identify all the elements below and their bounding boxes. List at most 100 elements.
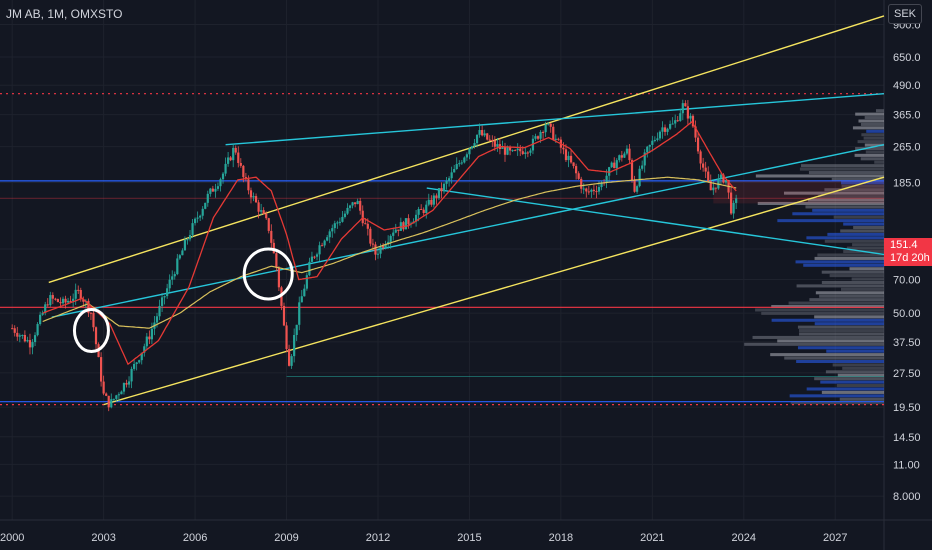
volume-bar [805,205,884,209]
volume-bar [797,346,884,350]
candle-body [323,240,326,246]
candle-body [61,298,65,304]
candle-body [455,164,458,169]
candle-body [13,328,16,333]
volume-bar [854,153,884,157]
candle-body [448,178,451,181]
candle-body [254,196,258,203]
volume-bar [752,335,884,339]
candle-body [676,120,679,122]
candle-body [646,146,649,153]
candle-body [313,256,316,258]
volume-profile [744,109,884,405]
candle-body [125,383,128,385]
volume-bar [865,150,884,154]
volume-bar [799,332,884,336]
candle-body [722,174,725,183]
price-tick-label: 14.50 [893,432,921,444]
candle-body [94,327,98,345]
candle-body [475,134,479,144]
candle-body [11,328,14,330]
candle-body [366,223,369,229]
candle-body [290,356,293,366]
price-tick-label: 265.0 [893,142,921,154]
candle-body [656,138,659,140]
candle-body [592,189,596,192]
candle-body [371,243,375,245]
candle-body [348,205,352,208]
candle-body [684,103,687,107]
candle-body [120,391,123,395]
candle-body [625,148,629,154]
candle-body [59,301,62,304]
price-tick-label: 70.00 [893,275,921,287]
annotation-circle-2008 [242,247,294,301]
candle-body [227,157,230,164]
candle-body [105,393,108,396]
candle-body [92,312,95,328]
volume-bar [821,390,884,394]
candle-body [702,163,705,168]
candle-body [300,296,303,303]
candle-body [277,267,281,288]
candle-body [468,148,471,155]
candle-body [173,274,176,277]
candle-body [361,210,364,224]
candle-body [122,383,126,392]
candle-body [587,191,590,193]
volume-bar [770,353,884,357]
candle-body [354,202,357,205]
volume-bar [842,366,884,370]
price-tick-label: 27.50 [893,368,921,380]
candle-body [186,239,189,241]
time-axis[interactable]: 2000 2003 2006 2009 2012 2015 2018 2021 2024 2027 [0,532,847,544]
candle-body [160,297,164,306]
candle-body [686,106,689,119]
volume-bar [857,140,884,144]
candle-body [453,168,456,173]
candle-body [247,179,250,191]
candle-body [534,136,537,139]
candle-body [82,299,85,302]
volume-bar [761,311,884,315]
candle-body [486,133,489,140]
volume-bar [812,208,884,212]
candle-body [473,143,476,147]
candle-body [257,202,260,212]
supply-zone [713,180,884,204]
candle-body [595,191,598,193]
time-tick-label: 2003 [91,532,115,544]
volume-bar [824,188,884,192]
volume-bar [858,119,884,123]
volume-bar [851,277,884,281]
candle-body [503,147,507,155]
candle-body [381,246,385,248]
candle-body [328,231,331,238]
ma-slow-line [42,176,737,329]
candle-body [610,162,613,168]
candle-body [28,340,32,348]
candle-body [633,180,636,192]
candle-body [155,316,159,323]
candle-body [18,335,21,337]
candle-body [445,180,448,184]
trend-cyan-mid [51,144,885,318]
candle-body [544,124,547,133]
volume-bar [829,274,884,278]
candle-body [440,188,443,192]
candle-body [31,342,34,348]
candle-body [442,183,446,192]
volume-bar [864,143,884,147]
candle-body [127,381,131,385]
currency-button[interactable]: SEK [888,4,922,24]
annotation-circle-2002 [72,308,110,354]
drawn-annotations [72,247,294,354]
volume-bar [860,122,884,126]
time-tick-label: 2024 [732,532,756,544]
time-tick-label: 2021 [640,532,664,544]
candle-body [580,178,583,189]
volume-bar [814,315,884,319]
candle-body [514,150,517,152]
candle-body [293,334,296,357]
